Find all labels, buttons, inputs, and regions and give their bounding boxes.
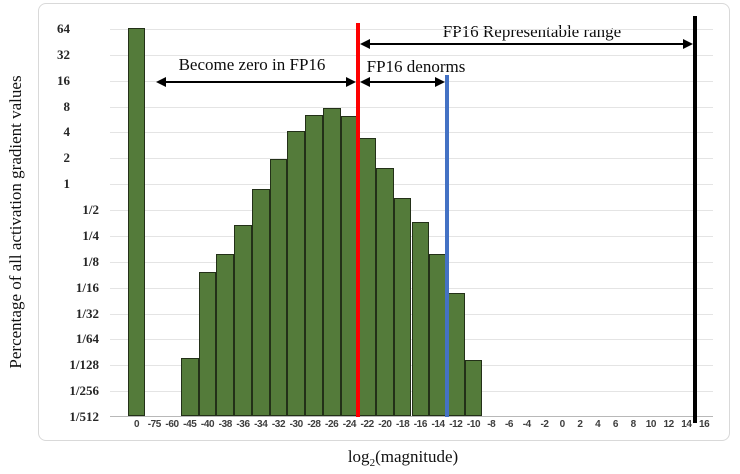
x-axis-tick-label: -26: [325, 419, 339, 430]
x-axis-tick-label: 12: [663, 419, 674, 430]
x-axis-tick-label: 4: [595, 419, 601, 430]
gridline: [110, 184, 713, 186]
x-axis-tick-label: -75: [147, 419, 162, 430]
y-axis-tick-label: 1/16: [75, 279, 99, 295]
y-axis-tick-label: 1: [63, 176, 71, 192]
arrow-right-head: [683, 39, 693, 49]
y-axis-tick-label: 1/128: [69, 357, 99, 373]
x-axis-tick-label: -60: [165, 419, 179, 430]
histogram-bar: [180, 357, 199, 416]
x-axis-tick-label: -45: [183, 419, 197, 430]
y-axis-tick-label: 4: [63, 124, 71, 140]
y-axis-title: Percentage of all activation gradient va…: [6, 75, 25, 369]
gridline: [110, 29, 713, 30]
x-axis-title-subscript: 2: [369, 457, 376, 470]
y-axis-tick-label: 16: [57, 72, 70, 88]
arrow-shaft: [367, 42, 686, 46]
histogram-bar: [322, 108, 341, 416]
arrow-left-head: [156, 77, 166, 87]
histogram-bar: [358, 137, 377, 416]
fp16-max-line: [693, 16, 698, 423]
fp16-denorms-label: FP16 denorms: [366, 57, 466, 76]
x-axis-tick-label: 8: [630, 419, 637, 430]
x-axis-tick-label: -36: [236, 419, 250, 430]
gridline: [110, 54, 713, 56]
y-axis-tick-label: 1/8: [82, 253, 99, 269]
x-axis-tick-label: -20: [378, 419, 392, 430]
histogram-bar: [198, 271, 217, 416]
x-axis-tick-label: -18: [395, 419, 410, 430]
x-axis-tick-label: -6: [504, 419, 514, 430]
histogram-bar: [305, 114, 323, 416]
x-axis-tick-label: -22: [360, 419, 375, 430]
histogram-bar: [127, 28, 146, 416]
y-axis-tick-label: 1/4: [82, 227, 99, 243]
x-axis-tick-label: -10: [466, 419, 481, 430]
histogram-bar: [269, 159, 288, 416]
arrow-right-head: [346, 77, 356, 87]
y-axis-tick-label: 32: [57, 46, 70, 62]
fp16-min-denorm-line: [356, 23, 361, 417]
become-zero-label: Become zero in FP16: [178, 55, 326, 74]
x-axis-tick-label: 14: [681, 419, 692, 430]
histogram-bar: [234, 224, 252, 416]
x-axis-tick-label: 6: [612, 419, 619, 430]
x-axis-tick-label: -34: [254, 419, 268, 430]
x-axis-tick-labels: 0 -75 -60 -45 -40 -38 -36 -34 -32 -30 -28 -26 -24 -22…: [110, 419, 713, 433]
x-axis-tick-label: -32: [271, 419, 286, 430]
x-axis-title: log2(magnitude): [348, 447, 458, 469]
x-axis-tick-label: 10: [645, 419, 657, 430]
arrow-shaft: [367, 80, 438, 84]
x-axis-tick-label: -40: [200, 419, 215, 430]
x-axis-tick-label: -14: [431, 419, 445, 430]
histogram-bar: [411, 222, 430, 416]
x-axis-tick-label: -2: [540, 419, 549, 430]
x-axis-tick-label: 2: [577, 419, 583, 430]
x-axis-tick-label: -38: [218, 419, 233, 430]
gridline: [110, 106, 713, 108]
x-axis-tick-label: 0: [559, 419, 566, 430]
fp16-min-norm-line: [444, 75, 449, 417]
y-axis-tick-label: 64: [57, 21, 70, 36]
arrow-right-head: [435, 77, 445, 87]
x-axis-title-text: log: [347, 446, 370, 466]
y-axis-tick-label: 1/256: [69, 383, 99, 399]
x-axis-tick-label: 0: [134, 419, 140, 430]
y-axis-tick-labels: 64 32 16 8 4 2 1 1/2 1/4 1/8 1/16 1/32 1/64 1/128 1/25…: [30, 21, 100, 425]
become-zero-arrow: [156, 77, 356, 87]
arrow-left-head: [360, 39, 370, 49]
arrow-shaft: [163, 80, 349, 84]
x-axis-tick-label: -12: [449, 419, 463, 430]
histogram-bar: [446, 292, 465, 416]
histogram-bar: [376, 168, 394, 416]
x-axis-tick-label: -28: [307, 419, 321, 430]
y-axis-tick-label: 1/512: [69, 409, 99, 424]
plot-area: Become zero in FP16 FP16 denorms FP16 Re…: [110, 16, 713, 423]
fp16-denorms-arrow: [360, 77, 445, 87]
gridline: [110, 210, 713, 212]
y-axis-tick-label: 8: [63, 98, 71, 114]
histogram-bar: [393, 198, 412, 416]
y-axis-tick-label: 1/64: [75, 331, 99, 347]
x-axis-title-text: (magnitude): [375, 446, 459, 466]
x-axis-tick-label: -8: [487, 419, 496, 430]
x-axis-tick-label: -16: [413, 419, 428, 430]
y-axis-tick-label: 1/32: [75, 305, 99, 321]
y-axis-tick-label: 2: [63, 150, 71, 166]
histogram-bar: [287, 131, 306, 416]
gridline: [110, 158, 713, 160]
histogram-bar: [216, 254, 235, 416]
gridline: [110, 132, 713, 134]
fp16-representable-range-arrow: [360, 39, 693, 49]
x-axis-tick-label: 16: [698, 419, 710, 430]
histogram-bar: [251, 189, 270, 416]
fp16-representable-range-label: FP16 Representable range: [442, 22, 622, 41]
x-axis-tick-label: -24: [342, 419, 357, 430]
x-axis-tick-label: -30: [289, 419, 304, 430]
histogram-bar: [464, 360, 483, 416]
arrow-left-head: [360, 77, 370, 87]
y-axis-tick-label: 1/2: [82, 202, 99, 218]
x-axis-tick-label: -4: [522, 419, 531, 430]
